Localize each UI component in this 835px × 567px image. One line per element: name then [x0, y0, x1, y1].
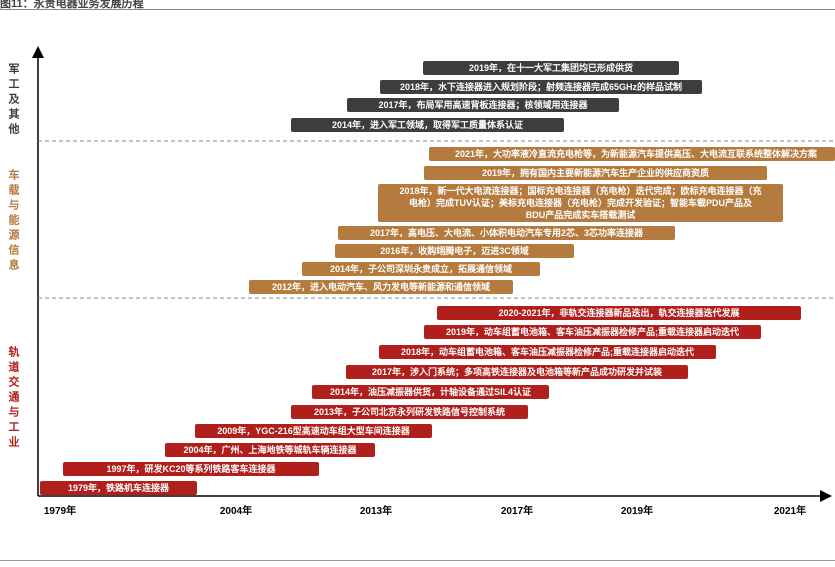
timeline-event: 2018年，动车组蓄电池箱、客车油压减振器检修产品;重载连接器启动迭代 [379, 345, 716, 359]
timeline-event: 2020-2021年，非轨交连接器新品迭出，轨交连接器迭代发展 [437, 306, 801, 320]
group-label: 轨道交通与工业 [9, 345, 20, 449]
timeline-event: 1997年，研发KC20等系列铁路客车连接器 [63, 462, 319, 476]
event-bar [423, 61, 679, 75]
timeline-event: 2019年，在十一大军工集团均已形成供货 [423, 61, 679, 75]
event-label: 2016年，收购翊腾电子，迈进3C领域 [380, 245, 529, 256]
event-bar [346, 365, 688, 379]
event-label: 2020-2021年，非轨交连接器新品迭出，轨交连接器迭代发展 [498, 307, 739, 318]
timeline-event: 2014年，进入军工领域，取得军工质量体系认证 [291, 118, 564, 132]
group-label: 车载与能源信息 [9, 168, 20, 272]
timeline-event: 2019年，动车组蓄电池箱、客车油压减振器检修产品;重载连接器启动迭代 [424, 325, 761, 339]
event-label: 1979年，铁路机车连接器 [68, 482, 170, 493]
timeline-event: 2014年，子公司深圳永贵成立，拓展通信领域 [302, 262, 540, 276]
event-bar [249, 280, 513, 294]
event-label: 2017年，高电压、大电流、小体积电动汽车专用2芯、3芯功率连接器 [370, 227, 644, 238]
timeline-event: 2017年，布局军用高速背板连接器；核领域用连接器 [347, 98, 619, 112]
event-bar [63, 462, 319, 476]
timeline-event: 2017年，涉入门系统；多项高铁连接器及电池箱等新产品成功研发并试装 [346, 365, 688, 379]
event-label: 2021年，大功率液冷直流充电枪等，为新能源汽车提供高压、大电流互联系统整体解决… [455, 148, 818, 159]
event-label: 2019年，动车组蓄电池箱、客车油压减振器检修产品;重载连接器启动迭代 [446, 326, 739, 337]
event-label: 2019年，在十一大军工集团均已形成供货 [469, 62, 633, 73]
event-label: 2013年，子公司北京永列研发铁路信号控制系统 [314, 406, 505, 417]
event-label: 2014年，进入军工领域，取得军工质量体系认证 [332, 119, 523, 130]
x-tick-label: 2004年 [220, 504, 252, 517]
event-label: 2018年，新一代大电流连接器；国标充电连接器（充电枪）迭代完成；欧标充电连接器… [399, 185, 761, 220]
event-label: 2018年，水下连接器进入规划阶段；射频连接器完成65GHz的样品试制 [400, 81, 682, 93]
event-bar [291, 405, 528, 419]
event-label: 1997年，研发KC20等系列铁路客车连接器 [106, 463, 276, 474]
event-bar [347, 98, 619, 112]
event-label: 2017年，布局军用高速背板连接器；核领域用连接器 [378, 99, 588, 111]
event-label: 2014年，子公司深圳永贵成立，拓展通信领域 [330, 263, 512, 274]
event-label: 2004年，广州、上海地铁等城轨车辆连接器 [183, 444, 357, 455]
event-bar [338, 226, 675, 240]
event-bar [291, 118, 564, 132]
event-bar [165, 443, 375, 457]
timeline-event: 2018年，水下连接器进入规划阶段；射频连接器完成65GHz的样品试制 [380, 80, 702, 94]
event-label: 2018年，动车组蓄电池箱、客车油压减振器检修产品;重载连接器启动迭代 [401, 346, 694, 357]
bottom-rule [0, 560, 835, 561]
event-label: 2009年，YGC-216型高速动车组大型车间连接器 [217, 425, 411, 436]
event-bar [40, 481, 197, 495]
event-bar [429, 147, 835, 161]
event-bar [195, 424, 432, 438]
header: 图11：永贵电器业务发展历程 [0, 0, 835, 9]
event-label: 2019年，拥有国内主要新能源汽车生产企业的供应商资质 [482, 167, 709, 178]
timeline-event: 1979年，铁路机车连接器 [40, 481, 197, 495]
timeline-event: 2013年，子公司北京永列研发铁路信号控制系统 [291, 405, 528, 419]
timeline-event: 2014年，油压减振器供货，计轴设备通过SIL4认证 [312, 385, 549, 399]
x-tick-label: 1979年 [44, 504, 76, 517]
group-label: 军工及其他 [8, 63, 21, 136]
event-bar [424, 325, 761, 339]
event-bar [302, 262, 540, 276]
figure-title: 图11：永贵电器业务发展历程 [0, 0, 144, 9]
header-rule [0, 9, 835, 10]
timeline-event: 2018年，新一代大电流连接器；国标充电连接器（充电枪）迭代完成；欧标充电连接器… [378, 184, 783, 222]
event-bar [312, 385, 549, 399]
timeline-event: 2021年，大功率液冷直流充电枪等，为新能源汽车提供高压、大电流互联系统整体解决… [429, 147, 835, 161]
event-label: 2017年，涉入门系统；多项高铁连接器及电池箱等新产品成功研发并试装 [372, 366, 663, 378]
timeline-event: 2004年，广州、上海地铁等城轨车辆连接器 [165, 443, 375, 457]
timeline-event: 2016年，收购翊腾电子，迈进3C领域 [335, 244, 574, 258]
event-label: 2014年，油压减振器供货，计轴设备通过SIL4认证 [330, 386, 531, 397]
event-bar [335, 244, 574, 258]
event-bar [379, 345, 716, 359]
event-bar [437, 306, 801, 320]
event-bar [378, 184, 783, 222]
timeline-event: 2019年，拥有国内主要新能源汽车生产企业的供应商资质 [424, 166, 767, 180]
timeline-event: 2017年，高电压、大电流、小体积电动汽车专用2芯、3芯功率连接器 [338, 226, 675, 240]
timeline-event: 2012年，进入电动汽车、风力发电等新能源和通信领域 [249, 280, 513, 294]
event-bar [424, 166, 767, 180]
event-label: 2012年，进入电动汽车、风力发电等新能源和通信领域 [272, 281, 490, 292]
x-tick-label: 2021年 [774, 504, 806, 517]
x-tick-label: 2017年 [501, 504, 533, 517]
x-tick-label: 2013年 [360, 504, 392, 517]
event-bar [380, 80, 702, 94]
x-tick-label: 2019年 [621, 504, 653, 517]
timeline-event: 2009年，YGC-216型高速动车组大型车间连接器 [195, 424, 432, 438]
